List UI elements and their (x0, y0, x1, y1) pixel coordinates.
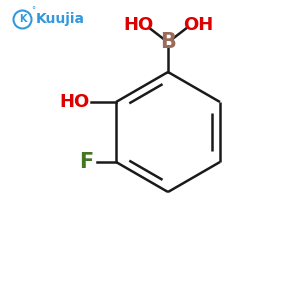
Text: Kuujia: Kuujia (36, 13, 85, 26)
Text: HO: HO (59, 93, 89, 111)
Text: °: ° (31, 6, 35, 15)
Text: K: K (19, 14, 26, 25)
Text: OH: OH (183, 16, 213, 34)
Text: F: F (79, 152, 93, 172)
Text: B: B (160, 32, 176, 52)
Text: HO: HO (123, 16, 153, 34)
